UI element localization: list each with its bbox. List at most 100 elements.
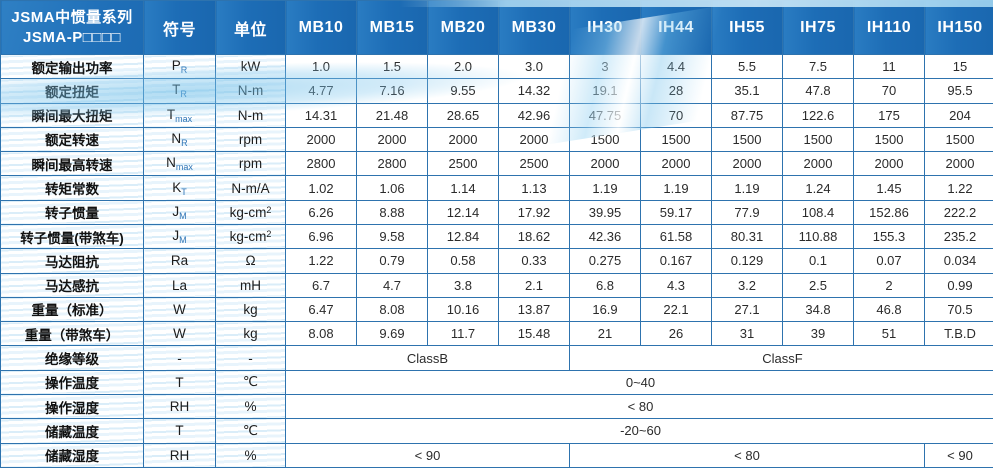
row-label: 额定输出功率 [0,53,144,80]
row-unit: kg [215,321,286,347]
spec-value: 122.6 [782,102,854,128]
spec-value: 1500 [569,126,641,153]
row-label: 储藏湿度 [0,442,144,468]
row-label: 转矩常数 [0,175,144,201]
spec-value: 0.1 [782,248,854,274]
row-symbol: RH [143,442,216,468]
spec-value: 26 [640,321,712,347]
spec-value: 1.13 [498,175,570,201]
row-unit: ℃ [215,418,286,444]
spec-span-value: ClassB [285,345,570,371]
spec-value: 2000 [427,126,499,153]
spec-value: 7.5 [782,53,854,80]
spec-value: 47.8 [782,78,854,104]
spec-row: 转子惯量(带煞车) JM kg-cm2 6.96 9.58 12.84 18.62 42.36… [0,223,993,250]
spec-value: 47.75 [569,102,641,128]
spec-value: 11.7 [427,321,499,347]
spec-span-value: < 90 [285,442,570,468]
row-unit: ℃ [215,369,286,395]
spec-value: 2.1 [498,272,570,298]
spec-value: 51 [853,321,925,347]
header-row: JSMA中惯量系列 JSMA-P□□□□ 符号 单位 MB10 MB15 MB20 M… [0,0,993,55]
spec-value: 16.9 [569,296,641,323]
spec-value: 1500 [853,126,925,153]
spec-value: 27.1 [711,296,783,323]
row-symbol: JM [143,223,216,250]
spec-value: 15.48 [498,321,570,347]
spec-value: 1.45 [853,175,925,201]
spec-value: 3 [569,53,641,80]
spec-value: 87.75 [711,102,783,128]
spec-span-value: < 90 [924,442,993,468]
row-label: 马达阻抗 [0,248,144,274]
spec-value: 11 [853,53,925,80]
spec-value: 8.08 [356,296,428,323]
spec-value: 152.86 [853,199,925,225]
spec-value: 19.1 [569,78,641,104]
spec-value: 2.5 [782,272,854,298]
spec-span-value: < 80 [285,393,993,420]
row-unit: - [215,345,286,371]
spec-value: 14.32 [498,78,570,104]
spec-value: 1500 [711,126,783,153]
spec-value: 6.8 [569,272,641,298]
spec-value: 3.0 [498,53,570,80]
spec-value: 28 [640,78,712,104]
spec-value: 77.9 [711,199,783,225]
spec-value: 2000 [640,151,712,177]
spec-value: 80.31 [711,223,783,250]
spec-value: 28.65 [427,102,499,128]
spec-value: 22.1 [640,296,712,323]
spec-value: 3.8 [427,272,499,298]
spec-value: 15 [924,53,993,80]
spec-row: 瞬间最高转速 Nmax rpm 2800 2800 2500 2500 2000 2000 200… [0,151,993,177]
spec-value: 2000 [924,151,993,177]
row-label: 转子惯量(带煞车) [0,223,144,250]
row-label: 额定扭矩 [0,78,144,104]
spec-span-value: 0~40 [285,369,993,395]
spec-value: 1500 [782,126,854,153]
row-label: 储藏温度 [0,418,144,444]
spec-value: 2000 [782,151,854,177]
spec-value: 39.95 [569,199,641,225]
spec-row: 额定扭矩 TR N-m 4.77 7.16 9.55 14.32 19.1 28 35.1 47.8… [0,78,993,104]
spec-value: 1500 [640,126,712,153]
row-symbol: W [143,296,216,323]
spec-span-row: 储藏湿度 RH% < 90 < 80 < 90 [0,442,993,468]
series-title: JSMA中惯量系列 JSMA-P□□□□ [0,0,144,55]
spec-value: 4.4 [640,53,712,80]
row-label: 瞬间最大扭矩 [0,102,144,128]
spec-value: 6.26 [285,199,357,225]
row-unit: N-m [215,102,286,128]
series-title-line2: JSMA-P□□□□ [23,28,121,46]
spec-span-value: ClassF [569,345,993,371]
spec-value: 31 [711,321,783,347]
spec-value: 34.8 [782,296,854,323]
model-column-header: MB30 [498,0,570,55]
spec-value: 2.0 [427,53,499,80]
row-label: 重量（带煞车） [0,321,144,347]
spec-value: 12.14 [427,199,499,225]
spec-value: 1500 [924,126,993,153]
row-label: 操作湿度 [0,393,144,420]
row-unit: N-m/A [215,175,286,201]
spec-value: 2800 [356,151,428,177]
spec-row: 转矩常数 KT N-m/A 1.02 1.06 1.14 1.13 1.19 1.19 1.19 1… [0,175,993,201]
spec-value: 10.16 [427,296,499,323]
spec-value: 1.19 [640,175,712,201]
spec-value: 6.47 [285,296,357,323]
row-unit: rpm [215,126,286,153]
spec-value: 0.58 [427,248,499,274]
spec-value: 42.96 [498,102,570,128]
row-unit: rpm [215,151,286,177]
spec-value: 1.22 [285,248,357,274]
spec-value: 8.88 [356,199,428,225]
symbol-column-header: 符号 [143,0,216,55]
spec-value: 1.22 [924,175,993,201]
spec-row: 马达感抗 La mH 6.7 4.7 3.8 2.1 6.8 4.3 3.2 2.5 2 0.99 [0,272,993,298]
spec-value: 3.2 [711,272,783,298]
spec-value: 70 [640,102,712,128]
spec-value: 235.2 [924,223,993,250]
